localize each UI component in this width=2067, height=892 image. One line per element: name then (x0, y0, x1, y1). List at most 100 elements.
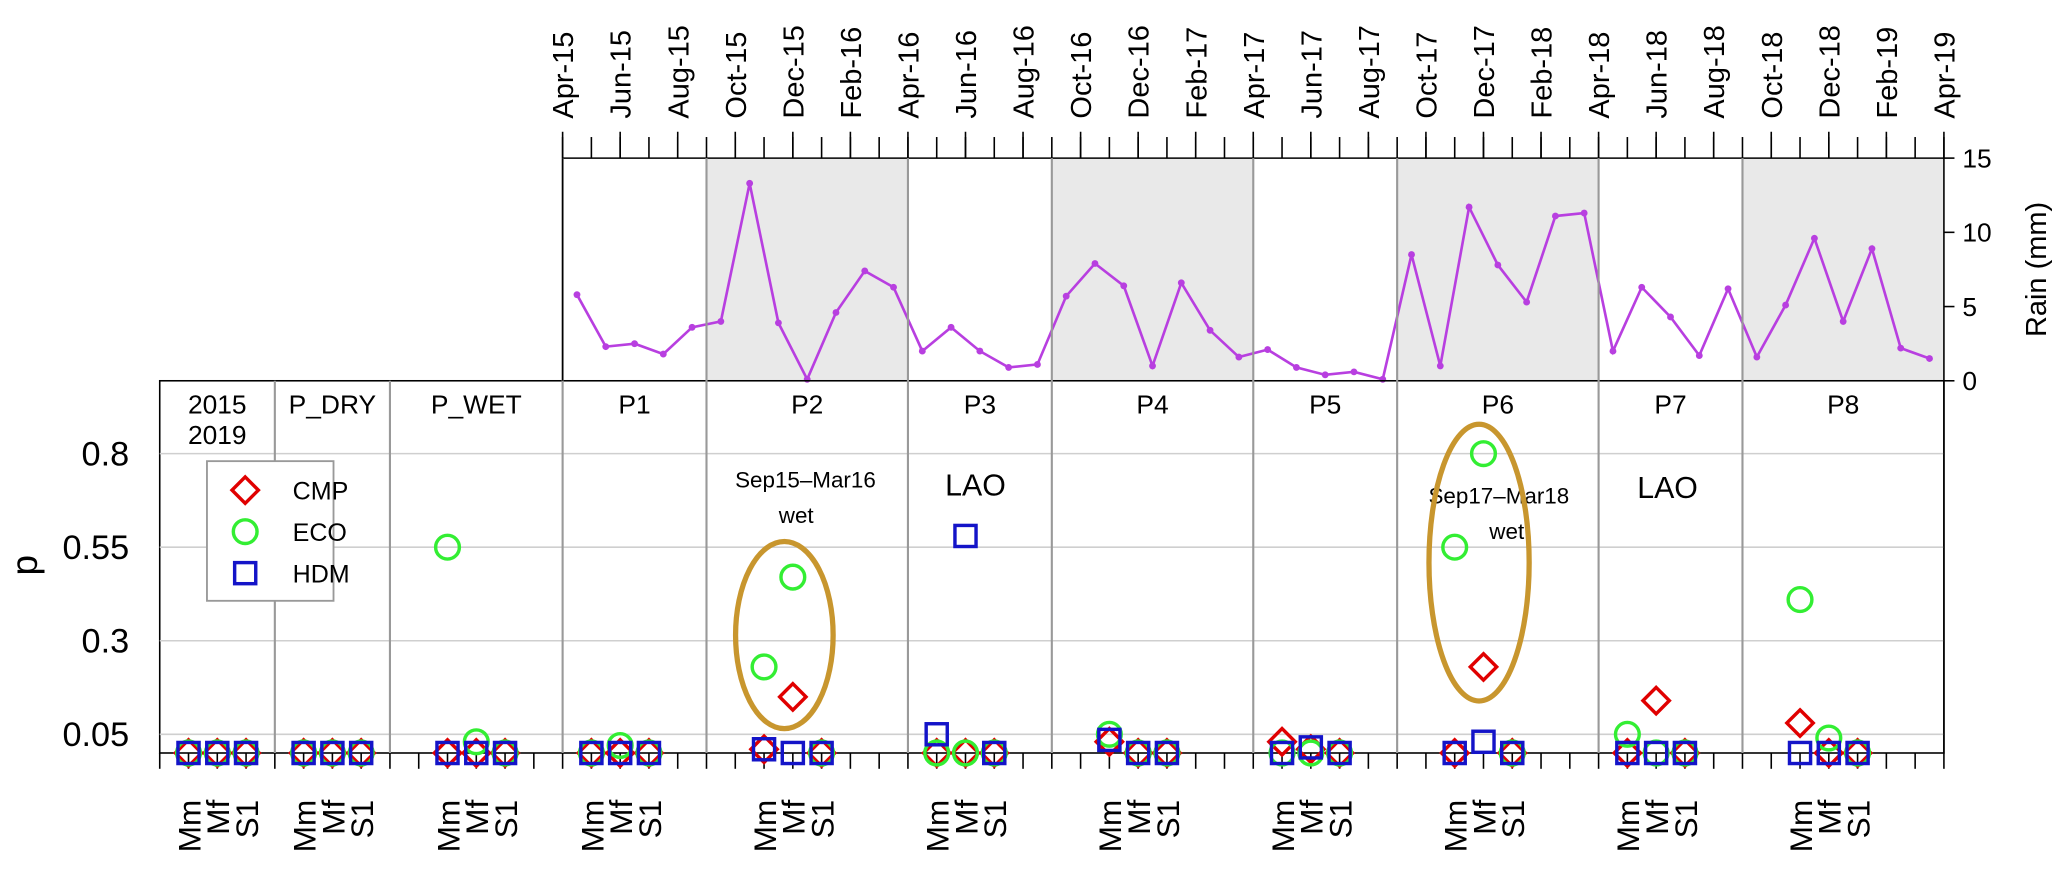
rain-point (1292, 363, 1300, 371)
point (233, 740, 259, 766)
point (780, 740, 806, 766)
wet-shade (1051, 158, 1254, 381)
y-axis-label: p (4, 555, 45, 576)
x-tick-label: Mm (1610, 800, 1646, 853)
rain-point (1120, 282, 1128, 290)
point (636, 740, 662, 766)
point (431, 737, 464, 769)
point (1815, 724, 1843, 752)
panel-label: P_WET (431, 390, 522, 420)
x-tick-label: Aug-15 (663, 25, 695, 118)
x-tick-label: Mf (1294, 800, 1330, 835)
point (1640, 685, 1672, 717)
x-tick-label: Mm (1092, 800, 1128, 853)
rain-point (602, 343, 610, 351)
point (1613, 720, 1641, 748)
point (348, 740, 374, 766)
point (1467, 651, 1500, 683)
point (1097, 727, 1122, 753)
rain-point (1839, 317, 1847, 325)
panel-label: P8 (1827, 390, 1859, 420)
y-tick-label: 10 (1962, 218, 1991, 248)
x-tick-label: Dec-17 (1469, 25, 1501, 118)
x-tick-label: S1 (977, 800, 1013, 839)
point (1154, 740, 1180, 766)
point (464, 740, 489, 766)
legend-label: ECO (293, 519, 347, 547)
rain-point (774, 319, 782, 327)
point (1439, 737, 1471, 769)
panel-label: P6 (1482, 390, 1514, 420)
x-tick-label: Mf (776, 800, 812, 835)
x-tick-label: S1 (488, 800, 524, 839)
rain-point (1868, 245, 1876, 253)
rain-point (1753, 353, 1761, 361)
rain-point (1580, 209, 1588, 217)
point (320, 740, 345, 766)
rain-point (1350, 368, 1358, 376)
x-tick-label: Jun-18 (1642, 30, 1674, 119)
point (982, 740, 1007, 766)
x-tick-label: Feb-16 (836, 27, 868, 119)
rain-point (918, 347, 926, 355)
wet-shade (1397, 158, 1599, 381)
annotation: Sep15–Mar16 (735, 468, 876, 493)
rain-point (1667, 313, 1674, 321)
x-tick-label: S1 (344, 800, 380, 839)
rain-point (659, 350, 667, 358)
x-tick-label: Aug-16 (1009, 25, 1041, 118)
point (1269, 740, 1295, 766)
x-tick-label: Oct-18 (1757, 32, 1789, 119)
panel-label: P_DRY (289, 390, 376, 420)
rain-point (1724, 285, 1732, 293)
rain-point (947, 323, 955, 331)
x-tick-label: Feb-17 (1181, 27, 1213, 119)
annotation: Sep17–Mar18 (1428, 483, 1569, 508)
point (492, 740, 518, 766)
rain-point (1638, 283, 1646, 291)
x-tick-label: Oct-16 (1066, 32, 1098, 119)
x-tick-label: Mf (948, 800, 984, 835)
point (1441, 533, 1469, 561)
wet-shade (706, 158, 908, 381)
panel-label: P3 (964, 390, 996, 420)
x-tick-label: S1 (632, 800, 668, 839)
rain-point (1235, 353, 1243, 361)
panel-label: 2019 (188, 420, 247, 450)
point (607, 740, 633, 766)
x-tick-label: Mf (1639, 800, 1675, 835)
y-tick-label: 5 (1962, 292, 1977, 322)
wet-shade (1742, 158, 1944, 381)
point (1266, 726, 1298, 758)
rain-point (1033, 361, 1041, 368)
point (1125, 740, 1151, 766)
y-tick-label: 0.3 (82, 623, 130, 661)
annotation: LAO (1637, 472, 1698, 505)
rain-point (688, 323, 696, 331)
legend-marker (231, 518, 259, 546)
x-tick-label: Jun-17 (1296, 30, 1328, 119)
point (1471, 729, 1496, 755)
x-tick-label: Mf (200, 800, 236, 835)
panel-label: P4 (1136, 390, 1168, 420)
x-tick-label: Jun-15 (606, 30, 638, 119)
y-tick-label: 0.8 (82, 436, 130, 474)
x-tick-label: Mm (286, 800, 322, 853)
x-tick-label: Aug-18 (1699, 25, 1731, 118)
x-tick-label: S1 (1840, 800, 1876, 839)
point (433, 533, 462, 561)
point (1643, 740, 1669, 766)
legend-box (206, 460, 335, 602)
point (1093, 726, 1125, 758)
rain-point (1206, 326, 1214, 334)
panel-label: P2 (791, 390, 823, 420)
x-tick-label: Mm (1438, 800, 1474, 853)
rain-point (1897, 344, 1905, 352)
x-tick-label: Mm (171, 800, 207, 853)
x-tick-label: Mf (603, 800, 639, 835)
y-tick-label: 0.05 (62, 716, 129, 754)
point (1499, 740, 1525, 766)
rain-point (1091, 260, 1099, 267)
x-tick-label: Apr-17 (1239, 32, 1271, 119)
